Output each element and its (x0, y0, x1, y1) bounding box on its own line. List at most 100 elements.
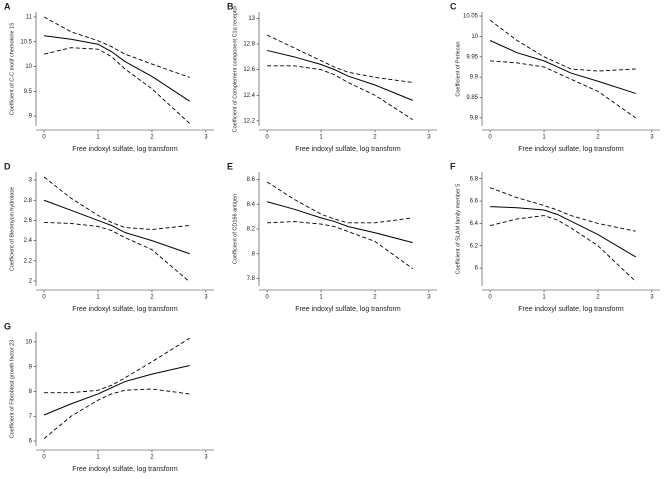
x-axis-label: Free indoxyl sulfate, log transform (72, 146, 178, 153)
x-tick-label: 2 (373, 135, 377, 141)
panel-letter: G (4, 321, 11, 331)
y-tick-label: 2.8 (24, 198, 33, 204)
y-tick-label: 6.4 (470, 221, 479, 227)
series-line (489, 187, 636, 232)
panel: D 2 2.2 2.4 2.6 2.8 3 0 1 2 3 Free indoxyl sulfate,… (4, 161, 214, 313)
series-line (43, 47, 191, 124)
series-line (489, 215, 637, 282)
x-axis-label: Free indoxyl sulfate, log transform (72, 466, 178, 473)
x-tick-label: 0 (42, 455, 46, 461)
y-tick-label: 9.85 (466, 95, 478, 101)
series-line (43, 176, 190, 230)
y-tick-label: 6 (475, 266, 479, 272)
x-tick-label: 3 (204, 455, 208, 461)
x-axis-label: Free indoxyl sulfate, log transform (295, 146, 401, 153)
y-tick-label: 8.4 (247, 202, 256, 208)
y-tick-label: 9 (29, 364, 33, 370)
y-axis-label: Coefficient of CD166 antigen (232, 194, 238, 264)
y-tick-label: 2.6 (24, 218, 33, 224)
x-tick-label: 2 (150, 455, 154, 461)
series-line (490, 60, 636, 119)
x-tick-label: 3 (427, 135, 431, 141)
x-tick-label: 0 (488, 295, 492, 301)
x-tick-label: 1 (542, 295, 546, 301)
y-axis-label: Coefficient of C-C motif chemokine 15 (9, 23, 15, 116)
y-tick-label: 8.6 (247, 177, 256, 183)
x-tick-label: 3 (204, 135, 208, 141)
panel-letter: B (227, 1, 234, 11)
x-tick-label: 3 (650, 295, 654, 301)
y-axis-label: Coefficient of Bleomycin hydrolase (9, 187, 15, 271)
series-line (267, 65, 413, 120)
y-axis-label: Coefficient of SLAM family member 5 (455, 184, 461, 275)
y-tick-label: 10.05 (463, 14, 479, 20)
x-tick-label: 0 (488, 135, 492, 141)
panel: B 12.2 12.4 12.6 12.8 13 0 1 2 3 Free indoxyl sulf… (227, 1, 437, 153)
y-tick-label: 7.8 (247, 276, 256, 282)
series-line (266, 49, 413, 101)
y-tick-label: 10 (471, 34, 478, 40)
panel-letter: D (4, 161, 11, 171)
y-tick-label: 12.6 (243, 67, 255, 73)
x-tick-label: 1 (319, 135, 323, 141)
x-tick-label: 1 (542, 135, 546, 141)
y-tick-label: 10 (25, 339, 32, 345)
x-tick-label: 0 (265, 135, 269, 141)
series-line (266, 34, 413, 83)
panel-letter: A (4, 1, 11, 11)
panel: F 6 6.2 6.4 6.6 6.8 0 1 2 3 Free indoxyl sulfate, … (450, 161, 660, 313)
y-tick-label: 12.2 (243, 118, 255, 124)
x-tick-label: 0 (42, 135, 46, 141)
series-line (267, 221, 413, 270)
x-tick-label: 3 (650, 135, 654, 141)
y-axis-label: Coefficient of Complement component C1q … (232, 5, 238, 132)
panel-letter: C (450, 1, 457, 11)
x-tick-label: 0 (42, 295, 46, 301)
y-tick-label: 10 (25, 64, 32, 70)
panel-letter: E (227, 161, 233, 171)
series-line (490, 206, 636, 258)
y-tick-label: 11 (26, 15, 33, 21)
y-axis-label: Coefficient of Fibroblast growth factor … (9, 340, 15, 439)
y-tick-label: 9.8 (470, 115, 479, 121)
y-tick-label: 2.2 (24, 258, 33, 264)
x-tick-label: 2 (596, 295, 600, 301)
series-line (266, 201, 413, 244)
y-tick-label: 2 (29, 279, 33, 285)
series-line (44, 337, 190, 394)
x-axis-label: Free indoxyl sulfate, log transform (518, 306, 624, 313)
series-line (43, 16, 190, 78)
panel: A 9 9.5 10 10.5 11 0 1 2 3 Free indoxyl sulfate, l… (4, 1, 214, 153)
y-tick-label: 6.8 (470, 176, 479, 182)
y-tick-label: 9.95 (466, 54, 478, 60)
panel: E 7.8 8 8.2 8.4 8.6 0 1 2 3 Free indoxyl sulfate, … (227, 161, 437, 313)
x-tick-label: 2 (373, 295, 377, 301)
x-axis-label: Free indoxyl sulfate, log transform (295, 306, 401, 313)
y-tick-label: 10.5 (20, 39, 32, 45)
y-tick-label: 12.8 (243, 42, 255, 48)
x-axis-label: Free indoxyl sulfate, log transform (72, 306, 178, 313)
x-tick-label: 0 (265, 295, 269, 301)
panel: C 9.8 9.85 9.9 9.95 10 10.05 0 1 2 3 Free indoxyl s… (450, 1, 660, 153)
y-tick-label: 9 (29, 114, 33, 120)
y-tick-label: 13 (248, 16, 255, 22)
y-tick-label: 3 (29, 178, 33, 184)
x-tick-label: 1 (96, 295, 100, 301)
x-tick-label: 2 (596, 135, 600, 141)
y-tick-label: 7 (29, 414, 33, 420)
series-line (489, 19, 636, 72)
x-axis-label: Free indoxyl sulfate, log transform (518, 146, 624, 153)
series-line (43, 388, 190, 439)
series-line (44, 221, 191, 283)
y-tick-label: 9.5 (24, 89, 33, 95)
panel: G 6 7 8 9 10 0 1 2 3 Free indoxyl sulfate, log tra… (4, 321, 214, 473)
x-tick-label: 1 (96, 135, 100, 141)
series-line (266, 181, 413, 224)
series-line (43, 199, 190, 255)
y-tick-label: 12.4 (243, 93, 255, 99)
panel-letter: F (450, 161, 456, 171)
y-tick-label: 9.9 (470, 75, 479, 81)
x-tick-label: 2 (150, 295, 154, 301)
series-line (43, 364, 190, 416)
